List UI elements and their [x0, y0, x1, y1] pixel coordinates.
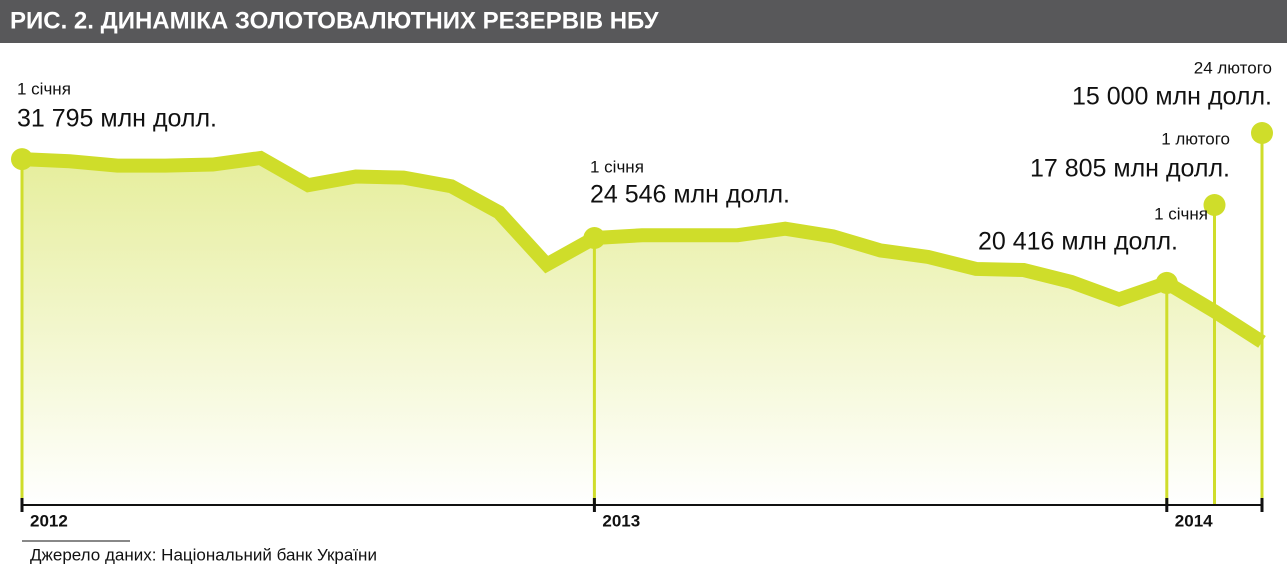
x-tick-label: 2012 — [30, 511, 68, 530]
point — [11, 148, 33, 171]
x-tick-label: 2014 — [1175, 511, 1213, 530]
callout-dot — [1203, 194, 1226, 216]
value-label: 31 795 млн долл. — [17, 105, 217, 133]
date-label: 1 січня — [17, 79, 71, 98]
value-label: 20 416 млн долл. — [978, 228, 1178, 256]
date-label: 24 лютого — [1194, 58, 1272, 77]
date-label: 1 лютого — [1161, 129, 1230, 148]
source-note: Джерело даних: Національний банк України — [30, 545, 377, 564]
title-bar — [0, 0, 1287, 43]
date-label: 1 січня — [590, 157, 644, 176]
line — [21, 150, 1266, 348]
point — [1155, 271, 1178, 294]
chart-title: РИС. 2. ДИНАМІКА ЗОЛОТОВАЛЮТНИХ РЕЗЕРВІВ… — [10, 7, 660, 34]
x-tick-label: 2013 — [602, 511, 640, 530]
plot: 1 січня 31 795 млн долл. 1 січня 24 546 млн… — [11, 58, 1273, 530]
value-label: 17 805 млн долл. — [1030, 155, 1230, 183]
area-fill — [22, 158, 1262, 505]
callout-dot — [1251, 122, 1273, 144]
value-label: 15 000 млн долл. — [1072, 83, 1272, 111]
value-label: 24 546 млн долл. — [590, 181, 790, 209]
point — [583, 226, 606, 249]
date-label: 1 січня — [1154, 204, 1208, 223]
